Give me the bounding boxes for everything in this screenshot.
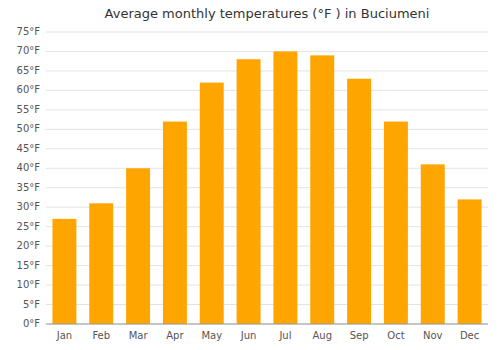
y-tick-label: 60°F bbox=[17, 84, 41, 95]
bar bbox=[458, 199, 482, 324]
chart: 0°F 5°F 10°F 15°F 20°F 25°F 30°F 35°F 40°F 45°F 50… bbox=[0, 0, 500, 350]
y-tick-label: 45°F bbox=[17, 143, 41, 154]
bar bbox=[89, 203, 113, 324]
grid-line bbox=[46, 129, 488, 130]
x-tick-label: Nov bbox=[423, 330, 443, 341]
x-tick-label: Dec bbox=[460, 330, 479, 341]
x-tick-label: Sep bbox=[350, 330, 369, 341]
y-tick-label: 75°F bbox=[17, 26, 41, 37]
x-tick-label: May bbox=[201, 330, 222, 341]
chart-container: 0°F 5°F 10°F 15°F 20°F 25°F 30°F 35°F 40°F 45°F 50… bbox=[0, 0, 500, 350]
y-tick-label: 35°F bbox=[17, 182, 41, 193]
x-tick-label: Jun bbox=[240, 330, 257, 341]
bar bbox=[52, 219, 76, 324]
bar bbox=[310, 55, 334, 324]
x-tick-label: Mar bbox=[129, 330, 149, 341]
y-tick-label: 50°F bbox=[17, 123, 41, 134]
y-tick-label: 65°F bbox=[17, 65, 41, 76]
bar bbox=[273, 51, 297, 324]
y-axis: 0°F 5°F 10°F 15°F 20°F 25°F 30°F 35°F 40°F 45°F 50… bbox=[17, 26, 41, 329]
bar bbox=[126, 168, 150, 324]
x-tick-label: Feb bbox=[92, 330, 110, 341]
x-axis: Jan Feb Mar Apr May Jun Jul Aug Sep Oct Nov Dec bbox=[56, 330, 480, 341]
x-tick-label: Apr bbox=[166, 330, 184, 341]
grid-line bbox=[46, 32, 488, 33]
bar bbox=[347, 79, 371, 324]
grid-line bbox=[46, 148, 488, 149]
grid-line bbox=[46, 324, 488, 325]
y-tick-label: 25°F bbox=[17, 221, 41, 232]
y-tick-label: 5°F bbox=[23, 299, 40, 310]
x-tick-label: Aug bbox=[312, 330, 332, 341]
x-tick-label: Jan bbox=[56, 330, 72, 341]
bar bbox=[421, 164, 445, 324]
y-tick-label: 0°F bbox=[23, 318, 40, 329]
y-tick-label: 20°F bbox=[17, 240, 41, 251]
grid-line bbox=[46, 51, 488, 52]
title: Average monthly temperatures (°F ) in Bu… bbox=[105, 6, 430, 21]
grid-line bbox=[46, 109, 488, 110]
x-tick-label: Jul bbox=[278, 330, 291, 341]
y-tick-label: 30°F bbox=[17, 201, 41, 212]
y-tick-label: 10°F bbox=[17, 279, 41, 290]
bar bbox=[384, 122, 408, 324]
y-tick-label: 40°F bbox=[17, 162, 41, 173]
bar bbox=[237, 59, 261, 324]
grid bbox=[46, 32, 488, 324]
bar bbox=[200, 83, 224, 324]
grid-line bbox=[46, 70, 488, 71]
y-tick-label: 55°F bbox=[17, 104, 41, 115]
grid-line bbox=[46, 90, 488, 91]
bars bbox=[52, 51, 481, 324]
x-tick-label: Oct bbox=[387, 330, 404, 341]
x-axis-line bbox=[46, 324, 488, 325]
bar bbox=[163, 122, 187, 324]
y-tick-label: 15°F bbox=[17, 260, 41, 271]
y-tick-label: 70°F bbox=[17, 45, 41, 56]
